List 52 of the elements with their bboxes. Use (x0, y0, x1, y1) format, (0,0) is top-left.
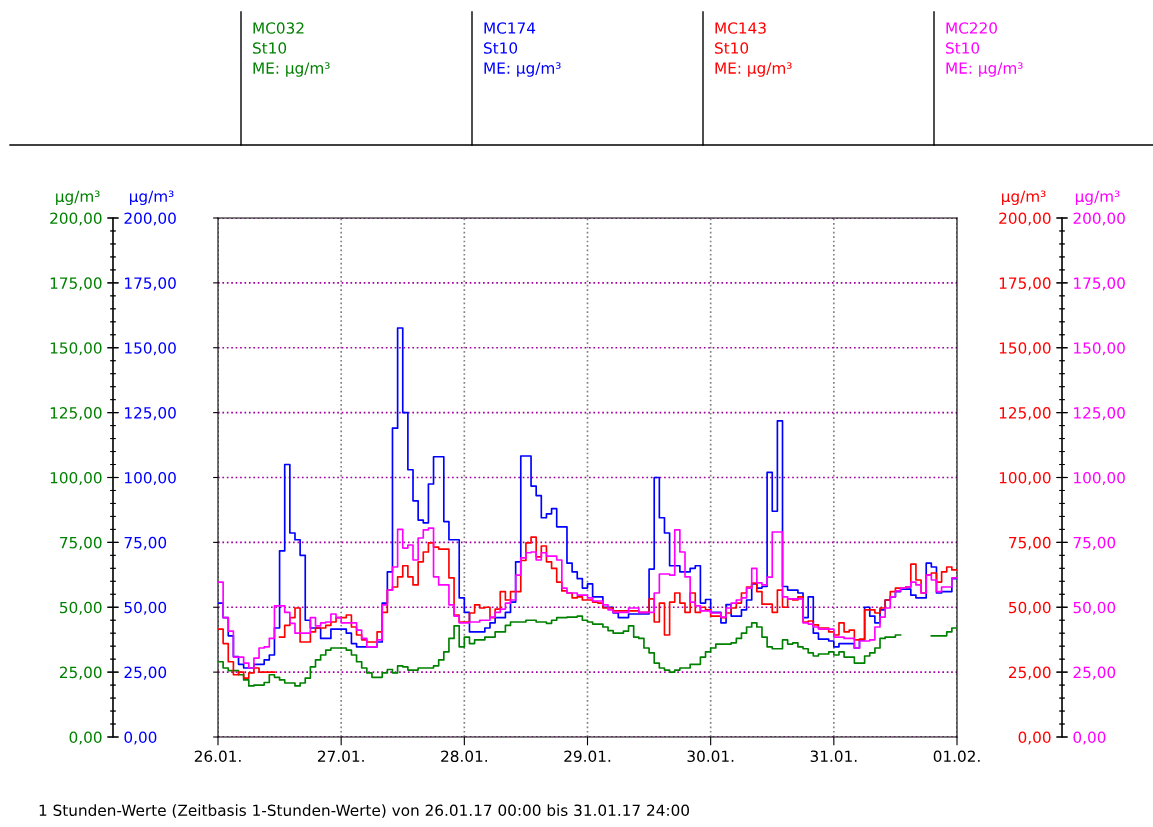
text: MC032 St10 ME: µg/m³ (253, 22, 330, 77)
y2-tick-label: 125,00 (999, 407, 1051, 421)
y2-tick-label: 75,00 (1009, 536, 1051, 550)
y-tick-label: 50,00 (124, 601, 167, 615)
y2-tick-label: 50,00 (1009, 601, 1051, 615)
text: MC220 St10 ME: µg/m³ (946, 22, 1023, 77)
text: 175,00 (1074, 277, 1125, 291)
y2-tick-label: 150,00 (999, 342, 1051, 356)
y2-tick-label: 25,00 (1008, 666, 1051, 680)
y3-tick-label: 150,00 (50, 342, 102, 356)
y2-tick-label: 200,00 (999, 212, 1051, 226)
x-tick-label: 01.02. (933, 750, 980, 763)
text: 25,00 (1073, 666, 1116, 680)
y3-tick-label: 175,00 (50, 277, 102, 291)
y2-tick-label: 100,00 (999, 471, 1051, 486)
text: MC143 St10 ME: µg/m³ (715, 22, 792, 77)
y2-tick-label: 0,00 (1018, 731, 1051, 745)
x-tick-label: 29.01. (564, 750, 611, 763)
x-tick-label: 28.01. (441, 750, 487, 763)
x-tick-label: 27.01. (317, 750, 364, 763)
text: 75,00 (1073, 536, 1116, 550)
text: 50,00 (1073, 601, 1116, 615)
y3-axis-title: µg/m³ (56, 190, 100, 206)
text: 0,00 (1073, 731, 1106, 745)
y3-tick-label: 75,00 (60, 536, 102, 550)
y3-tick-label: 200,00 (50, 212, 102, 226)
y-tick-label: 125,00 (125, 407, 176, 421)
text: 125,00 (1074, 407, 1125, 421)
y-axis-title: µg/m³ (130, 190, 174, 206)
y2-tick-label: 175,00 (999, 277, 1051, 291)
y2-axis-title: µg/m³ (1002, 190, 1046, 206)
y3-tick-label: 50,00 (60, 601, 102, 615)
y-tick-label: 75,00 (124, 536, 167, 550)
x-tick-label: 26.01. (194, 750, 241, 763)
y-tick-label: 100,00 (125, 471, 176, 486)
y3-tick-label: 0,00 (69, 731, 102, 745)
y3-tick-label: 100,00 (50, 471, 102, 486)
text: 150,00 (1074, 342, 1125, 356)
y-tick-label: 150,00 (125, 342, 176, 356)
text: µg/m³ (1075, 190, 1120, 206)
y-tick-label: 25,00 (124, 666, 167, 680)
text: 200,00 (1073, 212, 1125, 226)
y3-tick-label: 25,00 (59, 666, 102, 680)
x-tick-label: 30.01. (687, 750, 734, 763)
text: 100,00 (1074, 471, 1125, 486)
y-tick-label: 175,00 (125, 277, 176, 291)
y-tick-label: 0,00 (124, 731, 157, 745)
x-tick-label: 31.01. (810, 750, 857, 763)
text: MC174 St10 ME: µg/m³ (484, 22, 561, 77)
y-tick-label: 200,00 (124, 212, 176, 226)
text: 1 Stunden-Werte (Zeitbasis 1-Stunden-Werte) von 26.01.17 00:00 bis 31.01.17 24:00 (39, 804, 690, 818)
y3-tick-label: 125,00 (50, 407, 102, 421)
